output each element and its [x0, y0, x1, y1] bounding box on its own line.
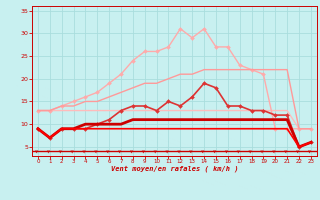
X-axis label: Vent moyen/en rafales ( km/h ): Vent moyen/en rafales ( km/h )	[111, 166, 238, 172]
